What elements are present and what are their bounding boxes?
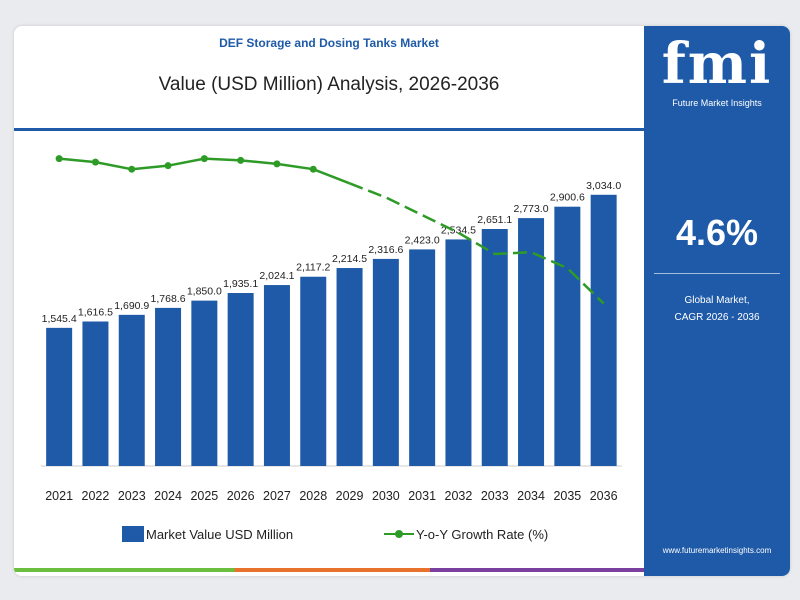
bar-2022 (82, 321, 109, 466)
x-tick-2028: 2028 (299, 489, 327, 503)
legend-line: Y-o-Y Growth Rate (%) (384, 526, 548, 542)
bar-label-2034: 2,773.0 (514, 203, 549, 215)
bar-2031 (409, 249, 436, 466)
cagr-value: 4.6% (675, 212, 759, 253)
growth-point-2028 (309, 165, 317, 173)
x-tick-2022: 2022 (82, 489, 110, 503)
growth-point-2023 (128, 165, 136, 173)
bar-label-2027: 2,024.1 (259, 270, 294, 282)
bar-2029 (336, 268, 363, 466)
x-tick-2023: 2023 (118, 489, 146, 503)
legend-line-swatch (384, 526, 414, 542)
bar-2025 (191, 300, 218, 466)
x-tick-2035: 2035 (553, 489, 581, 503)
x-tick-2034: 2034 (517, 489, 545, 503)
x-tick-2026: 2026 (227, 489, 255, 503)
bar-label-2028: 2,117.2 (296, 262, 330, 274)
growth-point-2026 (237, 156, 245, 164)
bar-label-2026: 1,935.1 (223, 278, 258, 290)
growth-line-solid (59, 157, 351, 185)
bar-2021 (46, 327, 73, 466)
bar-2023 (118, 314, 145, 466)
growth-point-2024 (164, 162, 172, 170)
growth-point-2027 (273, 160, 281, 168)
header-divider (14, 128, 644, 131)
chart-plot: 1,545.4 2021 1,616.5 2022 1,690.9 2023 1,768.6… (41, 155, 622, 503)
x-tick-2027: 2027 (263, 489, 291, 503)
chart-title: Value (USD Million) Analysis, 2026-2036 (158, 74, 500, 95)
bar-label-2033: 2,651.1 (477, 214, 512, 226)
growth-point-2021 (55, 155, 63, 163)
x-tick-2033: 2033 (481, 489, 509, 503)
panel-divider (654, 273, 780, 274)
x-tick-2032: 2032 (445, 489, 473, 503)
bar-label-2024: 1,768.6 (151, 293, 186, 305)
cagr-label-line2: CAGR 2026 - 2036 (674, 312, 760, 323)
bar-2027 (263, 285, 290, 466)
x-tick-2025: 2025 (190, 489, 218, 503)
bar-2033 (481, 229, 508, 466)
bar-2032 (445, 239, 472, 466)
cagr-label: Global Market, CAGR 2026 - 2036 (644, 292, 790, 326)
color-strip (14, 568, 644, 572)
legend-bar-swatch (122, 526, 144, 542)
cagr-label-line1: Global Market, (684, 295, 750, 306)
bar-2035 (554, 206, 581, 467)
bar-2024 (155, 307, 182, 466)
legend-line-label: Y-o-Y Growth Rate (%) (416, 526, 549, 542)
fmi-logo: fmi (661, 31, 773, 97)
brand-panel: fmi Future Market Insights 4.6% Global M… (644, 26, 790, 576)
growth-point-2025 (200, 155, 208, 163)
bar-label-2035: 2,900.6 (550, 192, 585, 204)
bar-label-2021: 1,545.4 (42, 313, 77, 325)
bar-label-2030: 2,316.6 (368, 244, 403, 256)
x-tick-2031: 2031 (408, 489, 436, 503)
x-tick-2036: 2036 (590, 489, 618, 503)
chart-card: DEF Storage and Dosing Tanks Market Valu… (14, 26, 790, 576)
growth-point-2022 (91, 158, 99, 166)
bar-2026 (227, 293, 254, 466)
bar-2030 (372, 258, 399, 466)
bar-label-2022: 1,616.5 (78, 306, 113, 318)
x-tick-2021: 2021 (45, 489, 73, 503)
x-tick-2029: 2029 (336, 489, 364, 503)
market-title: DEF Storage and Dosing Tanks Market (219, 36, 439, 50)
bar-2036 (590, 194, 617, 466)
bar-label-2023: 1,690.9 (114, 300, 149, 312)
x-tick-2024: 2024 (154, 489, 182, 503)
website-link[interactable]: www.futuremarketinsights.com (662, 546, 772, 555)
growth-line-dashed (349, 182, 605, 305)
legend-bar-label: Market Value USD Million (146, 526, 294, 542)
bar-label-2029: 2,214.5 (332, 253, 367, 265)
x-tick-2030: 2030 (372, 489, 400, 503)
bar-label-2031: 2,423.0 (405, 234, 440, 246)
bar-2028 (300, 276, 327, 466)
legend-bar: Market Value USD Million (122, 526, 293, 542)
logo-tagline: Future Market Insights (672, 98, 762, 108)
bar-label-2025: 1,850.0 (187, 286, 222, 298)
bar-label-2036: 3,034.0 (586, 180, 621, 192)
bar-2034 (518, 218, 545, 466)
